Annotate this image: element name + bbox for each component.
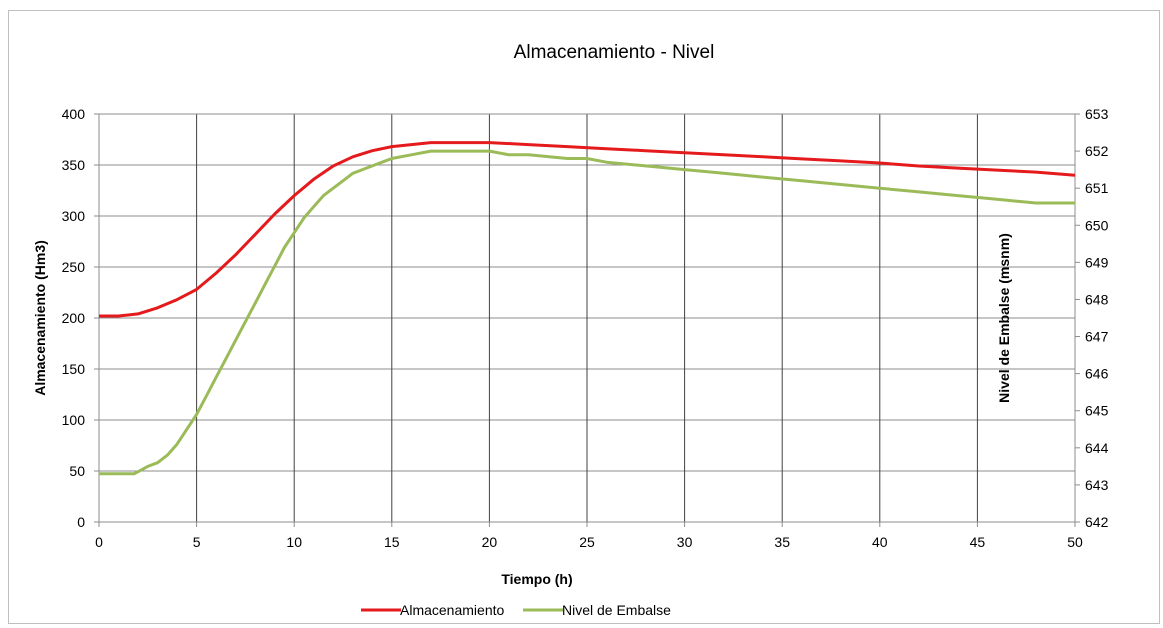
x-tick-label: 20 xyxy=(482,534,498,550)
series-lines xyxy=(99,141,1076,476)
legend: Almacenamiento Nivel de Embalse xyxy=(361,602,671,618)
y-tick-label: 0 xyxy=(77,514,85,530)
gridlines xyxy=(98,113,1076,523)
x-tick-label: 10 xyxy=(286,534,302,550)
y2-tick-label: 646 xyxy=(1085,366,1109,382)
x-axis-ticks: 0 5 10 15 20 25 30 35 40 45 50 xyxy=(95,522,1083,550)
x-tick-label: 50 xyxy=(1067,534,1083,550)
y2-tick-label: 645 xyxy=(1085,403,1109,419)
x-axis-label: Tiempo (h) xyxy=(501,571,572,587)
y2-tick-label: 643 xyxy=(1085,477,1109,493)
y-axis-ticks: 0 50 100 150 200 250 300 350 400 xyxy=(62,106,99,530)
y-tick-label: 250 xyxy=(62,259,86,275)
y2-axis-ticks: 642 643 644 645 646 647 648 649 650 651 652 653 xyxy=(1075,106,1109,530)
legend-label-almacenamiento: Almacenamiento xyxy=(400,602,504,618)
y2-tick-label: 652 xyxy=(1085,143,1109,159)
x-tick-label: 5 xyxy=(193,534,201,550)
x-tick-label: 35 xyxy=(774,534,790,550)
x-tick-label: 25 xyxy=(579,534,595,550)
series-line-almacenamiento xyxy=(99,141,1076,318)
x-tick-label: 45 xyxy=(970,534,986,550)
y2-tick-label: 644 xyxy=(1085,440,1109,456)
y2-axis-label: Nivel de Embalse (msnm) xyxy=(996,233,1012,403)
x-tick-label: 15 xyxy=(384,534,400,550)
series-line-nivel-de-embalse xyxy=(99,149,1075,476)
chart-title: Almacenamiento - Nivel xyxy=(514,42,715,63)
y2-tick-label: 653 xyxy=(1085,106,1109,122)
y-tick-label: 350 xyxy=(62,157,86,173)
y2-tick-label: 648 xyxy=(1085,291,1109,307)
y-tick-label: 150 xyxy=(62,361,86,377)
y-tick-label: 300 xyxy=(62,208,86,224)
y2-tick-label: 649 xyxy=(1085,254,1109,270)
y2-tick-label: 647 xyxy=(1085,329,1109,345)
y-tick-label: 400 xyxy=(62,106,86,122)
y2-tick-label: 650 xyxy=(1085,217,1109,233)
y-tick-label: 100 xyxy=(62,412,86,428)
chart-frame: Almacenamiento - Nivel 0 5 10 15 20 25 30 35 40 4… xyxy=(8,10,1160,624)
y2-tick-label: 642 xyxy=(1085,514,1109,530)
y-axis-label: Almacenamiento (Hm3) xyxy=(32,240,48,396)
y-tick-label: 200 xyxy=(62,310,86,326)
y2-tick-label: 651 xyxy=(1085,180,1109,196)
y-tick-label: 50 xyxy=(69,463,85,479)
line-chart: Almacenamiento - Nivel 0 5 10 15 20 25 30 35 40 4… xyxy=(32,42,1109,618)
x-tick-label: 30 xyxy=(677,534,693,550)
x-tick-label: 0 xyxy=(95,534,103,550)
legend-label-nivel-de-embalse: Nivel de Embalse xyxy=(562,602,671,618)
x-tick-label: 40 xyxy=(872,534,888,550)
